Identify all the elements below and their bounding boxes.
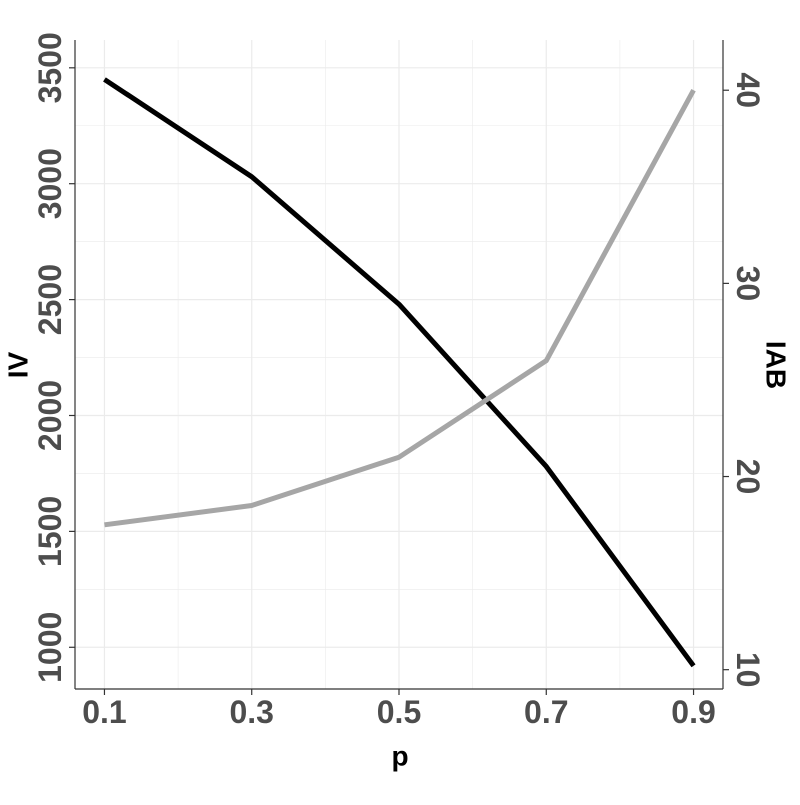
left-y-axis-title: IV	[2, 351, 33, 378]
series-line-iab	[104, 89, 696, 528]
left-y-tick-label: 1000	[32, 612, 68, 683]
series-line-iv	[103, 77, 696, 668]
series-layer	[103, 77, 696, 668]
x-tick-label: 0.1	[82, 694, 126, 730]
right-y-tick-label: 10	[730, 652, 766, 688]
x-tick-label: 0.5	[377, 694, 421, 730]
left-y-tick-label: 3500	[32, 32, 68, 103]
x-tick-label: 0.7	[524, 694, 568, 730]
grid	[75, 40, 723, 689]
left-y-tick-label: 2000	[32, 380, 68, 451]
left-y-tick-label: 1500	[32, 496, 68, 567]
axes	[69, 40, 729, 695]
x-axis-title: p	[391, 740, 408, 771]
left-y-tick-label: 3000	[32, 148, 68, 219]
right-y-tick-label: 20	[730, 459, 766, 495]
right-y-axis-title: IAB	[761, 341, 792, 389]
tick-labels: 0.1 0.3 0.5 0.7 0.9 1000 1500 2000 2500 3000 3500 1…	[32, 32, 766, 730]
right-y-tick-label: 40	[730, 72, 766, 108]
x-tick-label: 0.9	[671, 694, 715, 730]
x-tick-label: 0.3	[229, 694, 273, 730]
left-y-tick-label: 2500	[32, 264, 68, 335]
right-y-tick-label: 30	[730, 266, 766, 302]
